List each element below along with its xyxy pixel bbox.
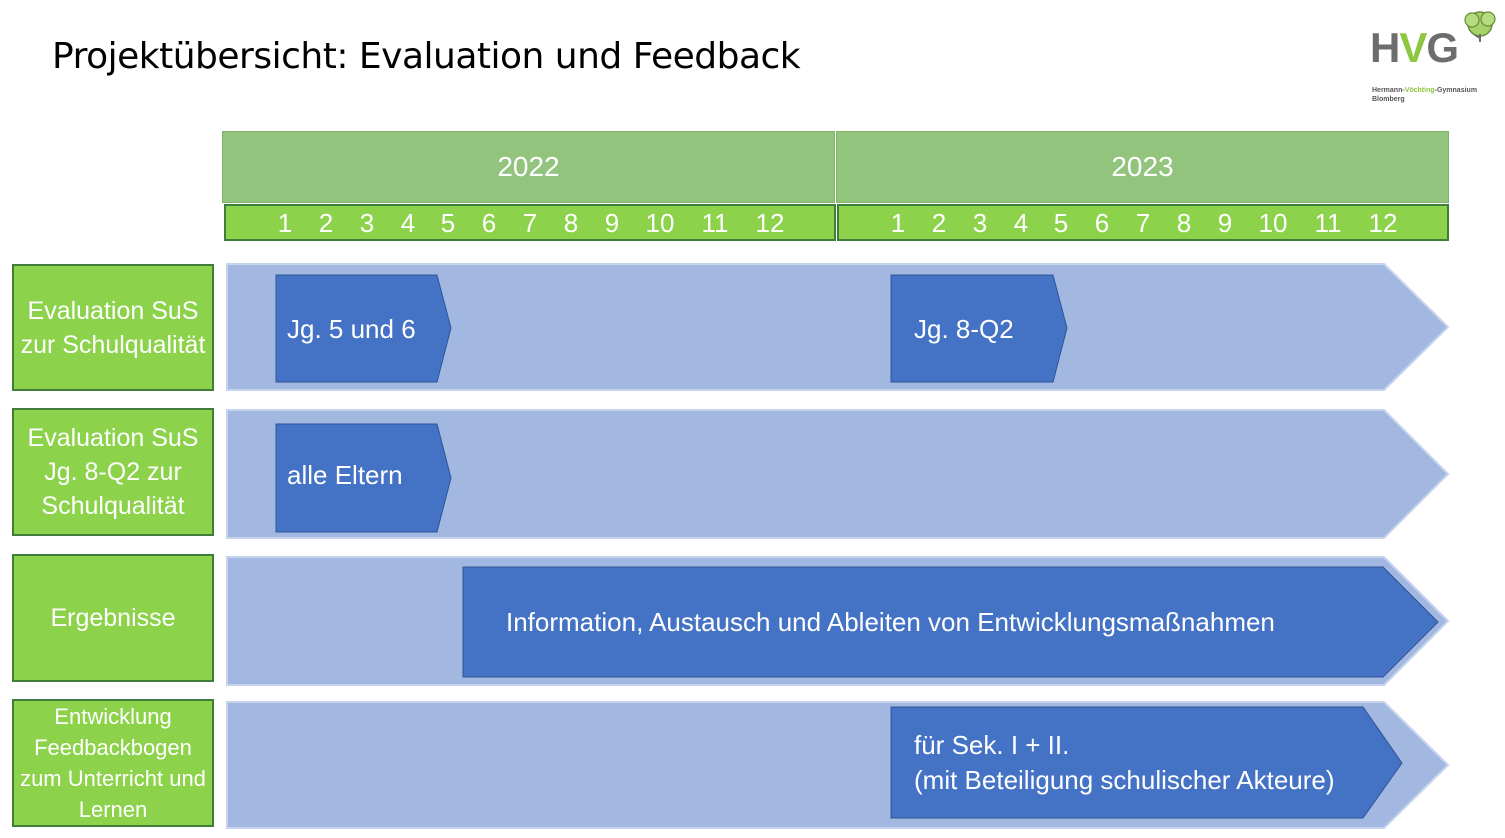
- logo-lettering: HVG: [1370, 24, 1459, 71]
- month-label: 1: [277, 208, 293, 238]
- row-label-feedbackbogen: Entwicklung Feedbackbogen zum Unterricht…: [12, 699, 214, 827]
- month-label: 1: [890, 208, 906, 238]
- month-label: 3: [972, 208, 988, 238]
- row-label-evaluation-eltern: Evaluation SuS Jg. 8-Q2 zur Schulqualitä…: [12, 408, 214, 536]
- bar-jg8q2: [890, 274, 1068, 383]
- month-label: 7: [1135, 208, 1151, 238]
- lane-arrow: [226, 263, 1450, 391]
- month-label: 12: [755, 208, 785, 238]
- month-label: 7: [522, 208, 538, 238]
- month-label: 8: [563, 208, 579, 238]
- bar-jg5und6: [275, 274, 452, 383]
- month-label: 8: [1176, 208, 1192, 238]
- month-label: 2: [318, 208, 334, 238]
- bar-label-information: Information, Austausch und Ableiten von …: [506, 607, 1275, 637]
- month-strip-2023: 1 2 3 4 5 6 7 8 9 10 11 12: [837, 204, 1449, 241]
- month-label: 11: [1314, 208, 1342, 238]
- month-label: 11: [701, 208, 729, 238]
- lane-arrow: [226, 409, 1450, 539]
- year-header-2022: 2022: [222, 131, 835, 203]
- month-strip-2022: 1 2 3 4 5 6 7 8 9 10 11 12: [224, 204, 836, 241]
- year-header-2023: 2023: [836, 131, 1449, 203]
- month-label: 6: [481, 208, 497, 238]
- bar-label-sek-line1: für Sek. I + II.: [914, 730, 1070, 760]
- bar-label-eltern: alle Eltern: [287, 460, 403, 490]
- row-label-evaluation-sus: Evaluation SuS zur Schulqualität: [12, 264, 214, 391]
- month-label: 9: [1217, 208, 1233, 238]
- month-label: 10: [1258, 208, 1288, 238]
- month-label: 4: [1013, 208, 1029, 238]
- bar-label-jg8q2: Jg. 8-Q2: [914, 314, 1014, 344]
- bar-eltern: [275, 423, 452, 533]
- month-label: 6: [1094, 208, 1110, 238]
- month-label: 9: [604, 208, 620, 238]
- page-title: Projektübersicht: Evaluation und Feedbac…: [52, 36, 801, 77]
- bar-label-sek-line2: (mit Beteiligung schulischer Akteure): [914, 765, 1335, 795]
- bar-sek: [890, 706, 1403, 819]
- tree-icon: [1464, 11, 1496, 42]
- bar-information: [462, 566, 1439, 678]
- month-label: 12: [1368, 208, 1398, 238]
- month-label: 2: [931, 208, 947, 238]
- bar-label-jg5und6: Jg. 5 und 6: [287, 314, 416, 344]
- month-label: 4: [400, 208, 416, 238]
- logo-school-name: Hermann-Vöchting-Gymnasium Blomberg: [1372, 87, 1478, 103]
- row-label-ergebnisse: Ergebnisse: [12, 554, 214, 682]
- month-label: 5: [1053, 208, 1069, 238]
- month-label: 3: [359, 208, 375, 238]
- month-label: 10: [645, 208, 675, 238]
- month-label: 5: [440, 208, 456, 238]
- school-logo: HVG Hermann-Vöchting-Gymnasium Blomberg: [1368, 8, 1498, 104]
